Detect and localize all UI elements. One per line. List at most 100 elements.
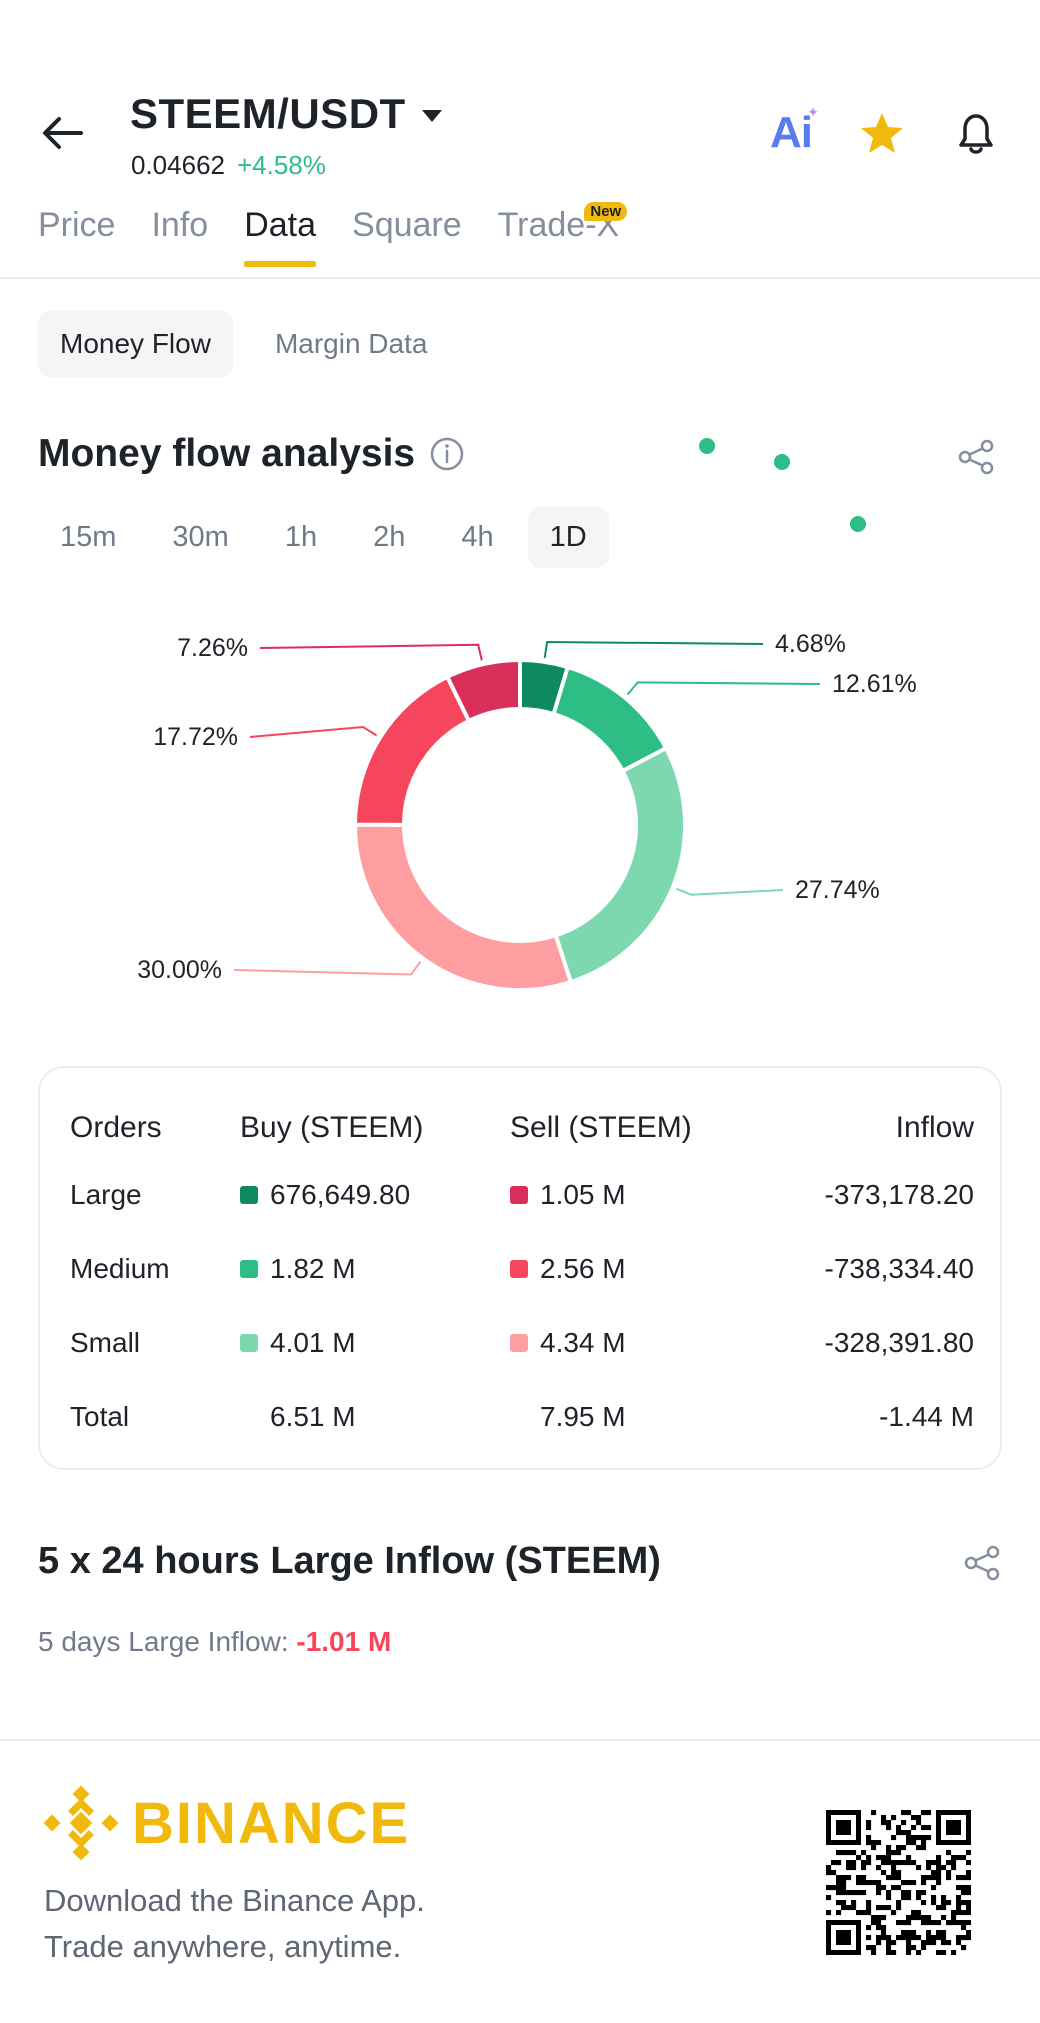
timeframe-15m[interactable]: 15m xyxy=(60,521,117,553)
total-sell-cell: 7.95 M xyxy=(510,1401,720,1433)
donut-slice-label: 7.26% xyxy=(177,634,248,662)
orders-card: Orders Buy (STEEM) Sell (STEEM) Inflow L… xyxy=(38,1066,1002,1470)
buy-cell: 1.82 M xyxy=(240,1253,510,1285)
ai-label: Ai xyxy=(770,108,813,157)
sell-value: 4.34 M xyxy=(540,1327,626,1358)
new-badge: New xyxy=(584,202,628,221)
donut-slice[interactable] xyxy=(352,822,574,992)
timeframe-2h[interactable]: 2h xyxy=(373,521,406,553)
timeframe-30m[interactable]: 30m xyxy=(172,521,229,553)
sell-color-swatch xyxy=(510,1186,528,1204)
back-button[interactable] xyxy=(38,108,88,158)
share-icon xyxy=(958,439,994,475)
large-inflow-value: -1.01 M xyxy=(296,1626,392,1657)
donut-slice-label: 17.72% xyxy=(153,723,238,751)
total-sell-value: 7.95 M xyxy=(540,1401,626,1432)
donut-slice-label: 30.00% xyxy=(137,956,222,984)
price-change: +4.58% xyxy=(236,150,326,180)
donut-leader-line xyxy=(249,726,378,738)
info-icon[interactable] xyxy=(429,436,465,472)
price-line: 0.04662 +4.58% xyxy=(131,150,326,181)
tab-divider xyxy=(0,277,1040,279)
money-flow-title: Money flow analysis xyxy=(38,432,465,476)
buy-color-swatch xyxy=(240,1334,258,1352)
header-actions: Ai ✦ xyxy=(770,104,1000,158)
timeframe-1h[interactable]: 1h xyxy=(284,521,318,553)
sell-cell: 4.34 M xyxy=(510,1327,720,1359)
header-buy: Buy (STEEM) xyxy=(240,1111,424,1144)
tab-square[interactable]: Square xyxy=(352,206,462,244)
donut-slice[interactable] xyxy=(352,674,472,827)
star-icon xyxy=(861,113,903,153)
section-heading: Money flow analysis xyxy=(38,432,416,475)
sell-cell: 2.56 M xyxy=(510,1253,720,1285)
donut-slice-label: 27.74% xyxy=(795,876,880,904)
qr-code[interactable] xyxy=(826,1810,971,1955)
data-subtabs: Money Flow Margin Data xyxy=(38,311,449,377)
download-line-1: Download the Binance App. xyxy=(44,1883,425,1918)
table-total-row: Total 6.51 M 7.95 M -1.44 M xyxy=(70,1380,974,1454)
share-large-inflow-button[interactable] xyxy=(960,1541,1004,1585)
tab-trade-x[interactable]: Trade-X New xyxy=(498,202,628,267)
buy-value: 4.01 M xyxy=(270,1327,356,1358)
total-buy-cell: 6.51 M xyxy=(240,1401,510,1433)
donut-slice-label: 12.61% xyxy=(832,670,917,698)
tab-info[interactable]: Info xyxy=(151,206,209,244)
subtab-money-flow[interactable]: Money Flow xyxy=(38,311,233,377)
spacer xyxy=(240,1408,258,1426)
tab-data[interactable]: Data xyxy=(244,206,316,267)
table-row: Small 4.01 M 4.34 M -328,391.80 xyxy=(70,1306,974,1380)
buy-cell: 4.01 M xyxy=(240,1327,510,1359)
donut-leader-line xyxy=(676,887,784,896)
large-inflow-label: 5 days Large Inflow: xyxy=(38,1626,289,1657)
footer-divider xyxy=(0,1739,1040,1741)
orders-table: Orders Buy (STEEM) Sell (STEEM) Inflow L… xyxy=(70,1098,974,1454)
indicator-dot xyxy=(850,516,866,532)
binance-logo: BINANCE xyxy=(44,1786,410,1860)
subtab-margin-data[interactable]: Margin Data xyxy=(274,328,428,359)
brand-name: BINANCE xyxy=(132,1790,411,1856)
share-icon xyxy=(964,1545,1000,1581)
timeframe-selector: 15m 30m 1h 2h 4h 1D xyxy=(38,507,609,568)
donut-leader-line xyxy=(233,960,422,976)
header: STEEM/USDT 0.04662 +4.58% Ai ✦ Price Inf… xyxy=(0,0,1040,280)
row-label: Small xyxy=(70,1327,141,1358)
row-label: Medium xyxy=(70,1253,170,1284)
large-inflow-summary: 5 days Large Inflow: -1.01 M xyxy=(38,1626,391,1658)
donut-slice[interactable] xyxy=(553,745,687,985)
sell-color-swatch xyxy=(510,1260,528,1278)
timeframe-1d[interactable]: 1D xyxy=(527,507,609,568)
total-buy-value: 6.51 M xyxy=(270,1401,356,1432)
favorite-button[interactable] xyxy=(858,109,906,157)
donut-leader-line xyxy=(543,640,764,658)
buy-cell: 676,649.80 xyxy=(240,1179,510,1211)
header-orders: Orders xyxy=(70,1111,162,1144)
pair-name: STEEM/USDT xyxy=(130,90,406,137)
pair-selector[interactable]: STEEM/USDT xyxy=(130,90,444,138)
tab-price[interactable]: Price xyxy=(38,206,116,244)
sparkle-icon: ✦ xyxy=(807,104,819,120)
total-inflow-value: -1.44 M xyxy=(879,1401,974,1432)
share-money-flow-button[interactable] xyxy=(954,435,998,479)
binance-logo-icon xyxy=(44,1786,118,1860)
indicator-dot xyxy=(699,438,715,454)
header-sell: Sell (STEEM) xyxy=(510,1111,692,1144)
inflow-value: -373,178.20 xyxy=(824,1179,974,1210)
sell-color-swatch xyxy=(510,1334,528,1352)
total-label: Total xyxy=(70,1401,130,1432)
sell-value: 1.05 M xyxy=(540,1179,626,1210)
table-row: Medium 1.82 M 2.56 M -738,334.40 xyxy=(70,1232,974,1306)
buy-color-swatch xyxy=(240,1186,258,1204)
ai-button[interactable]: Ai ✦ xyxy=(770,104,819,158)
download-line-2: Trade anywhere, anytime. xyxy=(44,1929,402,1964)
donut-slice[interactable] xyxy=(444,657,522,724)
header-inflow: Inflow xyxy=(895,1111,974,1144)
sell-value: 2.56 M xyxy=(540,1253,626,1284)
caret-down-icon xyxy=(421,110,442,122)
alert-button[interactable] xyxy=(952,109,1000,157)
inflow-value: -328,391.80 xyxy=(824,1327,974,1358)
bell-icon xyxy=(959,114,993,154)
buy-color-swatch xyxy=(240,1260,258,1278)
buy-value: 1.82 M xyxy=(270,1253,356,1284)
timeframe-4h[interactable]: 4h xyxy=(461,521,494,553)
